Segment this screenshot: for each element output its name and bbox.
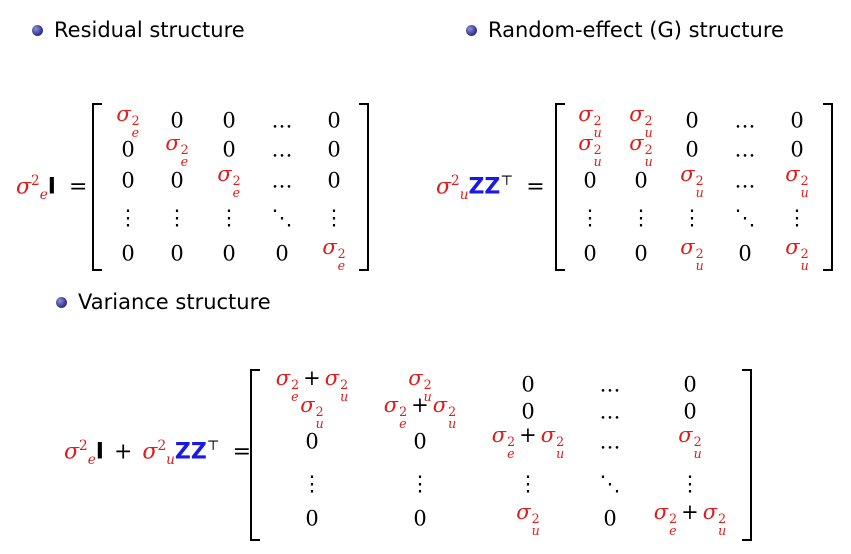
equation-lhs: σ2uZZ⊤ = <box>436 173 545 203</box>
matrix-cell: σ 2 e + σ 2 u <box>491 422 565 461</box>
matrix-cell: 0 <box>683 399 697 424</box>
matrix-cell: … <box>734 137 756 162</box>
matrix-left-bracket <box>92 103 102 271</box>
matrix-cell: … <box>271 137 293 162</box>
matrix-cell: ⋮ <box>323 205 345 230</box>
matrix-cell: ⋮ <box>218 205 240 230</box>
matrix-cell: 0 <box>170 168 184 193</box>
matrix-cell: 0 <box>327 137 341 162</box>
bullet-label: Residual structure <box>54 18 245 42</box>
matrix-cell: … <box>734 168 756 193</box>
matrix-cell: 0 <box>603 506 617 531</box>
matrix-cell: … <box>271 168 293 193</box>
matrix-left-bracket <box>555 103 565 271</box>
bullet-dot-icon <box>56 296 67 308</box>
matrix-cell: σ 2 e + σ 2 u <box>383 392 457 431</box>
matrix-cell: ⋮ <box>679 471 701 496</box>
bullet-residual-structure: Residual structure <box>32 18 245 42</box>
matrix-right-bracket <box>823 103 833 271</box>
matrix-cell: 0 <box>121 168 135 193</box>
matrix-cell: ⋮ <box>630 205 652 230</box>
matrix-cell: ⋱ <box>599 471 621 496</box>
matrix-cell: ⋮ <box>166 205 188 230</box>
matrix-cell: 0 <box>685 108 699 133</box>
matrix-cell: … <box>734 108 756 133</box>
matrix-cell: ⋮ <box>681 205 703 230</box>
equation-lhs: σ2eI + σ2uZZ⊤ = <box>64 438 252 468</box>
matrix-cell: ⋱ <box>734 205 756 230</box>
matrix-cell: 0 <box>634 168 648 193</box>
matrix-cell: 0 <box>634 241 648 266</box>
matrix-cell: … <box>599 399 621 424</box>
matrix-cell: 0 <box>121 241 135 266</box>
matrix-cell: ⋮ <box>517 471 539 496</box>
bullet-label: Variance structure <box>78 290 271 314</box>
matrix-cell: 0 <box>583 241 597 266</box>
matrix-cell: 0 <box>327 108 341 133</box>
matrix-cell: ⋮ <box>117 205 139 230</box>
matrix-cell: 0 <box>170 241 184 266</box>
matrix-cell: … <box>599 429 621 454</box>
matrix-cell: ⋮ <box>301 471 323 496</box>
matrix-cell: 0 <box>738 241 752 266</box>
matrix-cell: 0 <box>790 108 804 133</box>
bullet-random-effect-structure: Random-effect (G) structure <box>466 18 784 42</box>
matrix-cell: 0 <box>305 506 319 531</box>
matrix-cell: 0 <box>521 399 535 424</box>
matrix-cell: 0 <box>222 241 236 266</box>
matrix-cell: σ 2 e + σ 2 u <box>275 365 349 404</box>
matrix-cell: ⋮ <box>786 205 808 230</box>
matrix-cell: ⋱ <box>271 205 293 230</box>
matrix-cell: 0 <box>521 372 535 397</box>
bullet-dot-icon <box>466 24 477 36</box>
matrix-cell: 0 <box>327 168 341 193</box>
matrix-cell: 0 <box>222 108 236 133</box>
matrix-right-bracket <box>742 369 752 541</box>
matrix-cell: 0 <box>685 137 699 162</box>
matrix-cell: 0 <box>170 108 184 133</box>
matrix-cell: … <box>271 108 293 133</box>
matrix-cell: 0 <box>790 137 804 162</box>
matrix-cell: 0 <box>413 506 427 531</box>
matrix-cell: 0 <box>275 241 289 266</box>
bullet-label: Random-effect (G) structure <box>488 18 784 42</box>
matrix-right-bracket <box>359 103 369 271</box>
matrix-cell: ⋮ <box>409 471 431 496</box>
matrix-cell: 0 <box>413 429 427 454</box>
bullet-dot-icon <box>32 24 43 36</box>
matrix-cell: 0 <box>583 168 597 193</box>
equation-lhs: σ2eI = <box>16 173 88 203</box>
matrix-cell: ⋮ <box>579 205 601 230</box>
matrix-cell: 0 <box>305 429 319 454</box>
matrix-cell: 0 <box>222 137 236 162</box>
matrix-cell: σ 2 e + σ 2 u <box>653 499 727 538</box>
matrix-cell: 0 <box>683 372 697 397</box>
matrix-cell: 0 <box>121 137 135 162</box>
matrix-cell: … <box>599 372 621 397</box>
matrix-left-bracket <box>250 369 260 541</box>
bullet-variance-structure: Variance structure <box>56 290 271 314</box>
